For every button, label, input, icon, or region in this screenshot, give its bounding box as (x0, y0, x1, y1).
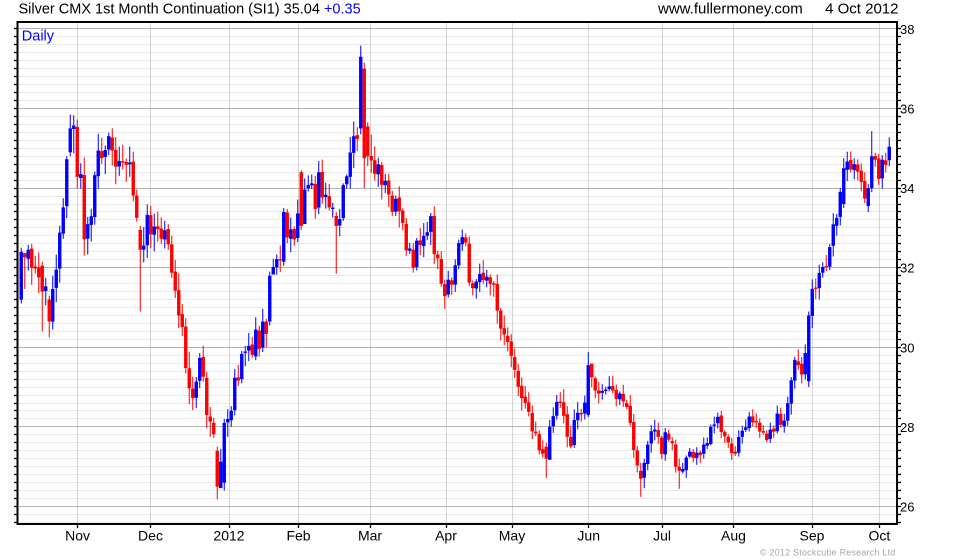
svg-text:Sep: Sep (800, 528, 825, 544)
svg-text:Apr: Apr (435, 528, 457, 544)
svg-text:Oct: Oct (869, 528, 891, 544)
svg-text:www.fullermoney.com: www.fullermoney.com (657, 1, 803, 18)
svg-text:Jun: Jun (577, 528, 600, 544)
svg-text:32: 32 (900, 261, 914, 276)
svg-text:26: 26 (900, 500, 914, 515)
svg-text:Jul: Jul (653, 528, 671, 544)
svg-text:30: 30 (900, 340, 914, 355)
svg-text:Mar: Mar (358, 528, 382, 544)
svg-text:Aug: Aug (721, 528, 746, 544)
svg-text:Silver CMX 1st Month Continuat: Silver CMX 1st Month Continuation (SI1) … (19, 2, 361, 18)
svg-text:4 Oct 2012: 4 Oct 2012 (825, 1, 898, 18)
svg-text:Nov: Nov (65, 528, 90, 544)
svg-text:Daily: Daily (22, 29, 55, 45)
svg-text:28: 28 (900, 420, 914, 435)
svg-text:34: 34 (900, 181, 914, 196)
svg-text:38: 38 (900, 22, 914, 37)
svg-text:Feb: Feb (286, 528, 310, 544)
svg-text:© 2012 Stockcube Research Ltd: © 2012 Stockcube Research Ltd (760, 548, 896, 558)
svg-text:May: May (499, 528, 525, 544)
svg-text:36: 36 (900, 102, 914, 117)
svg-text:2012: 2012 (213, 528, 244, 544)
svg-text:Dec: Dec (138, 528, 163, 544)
